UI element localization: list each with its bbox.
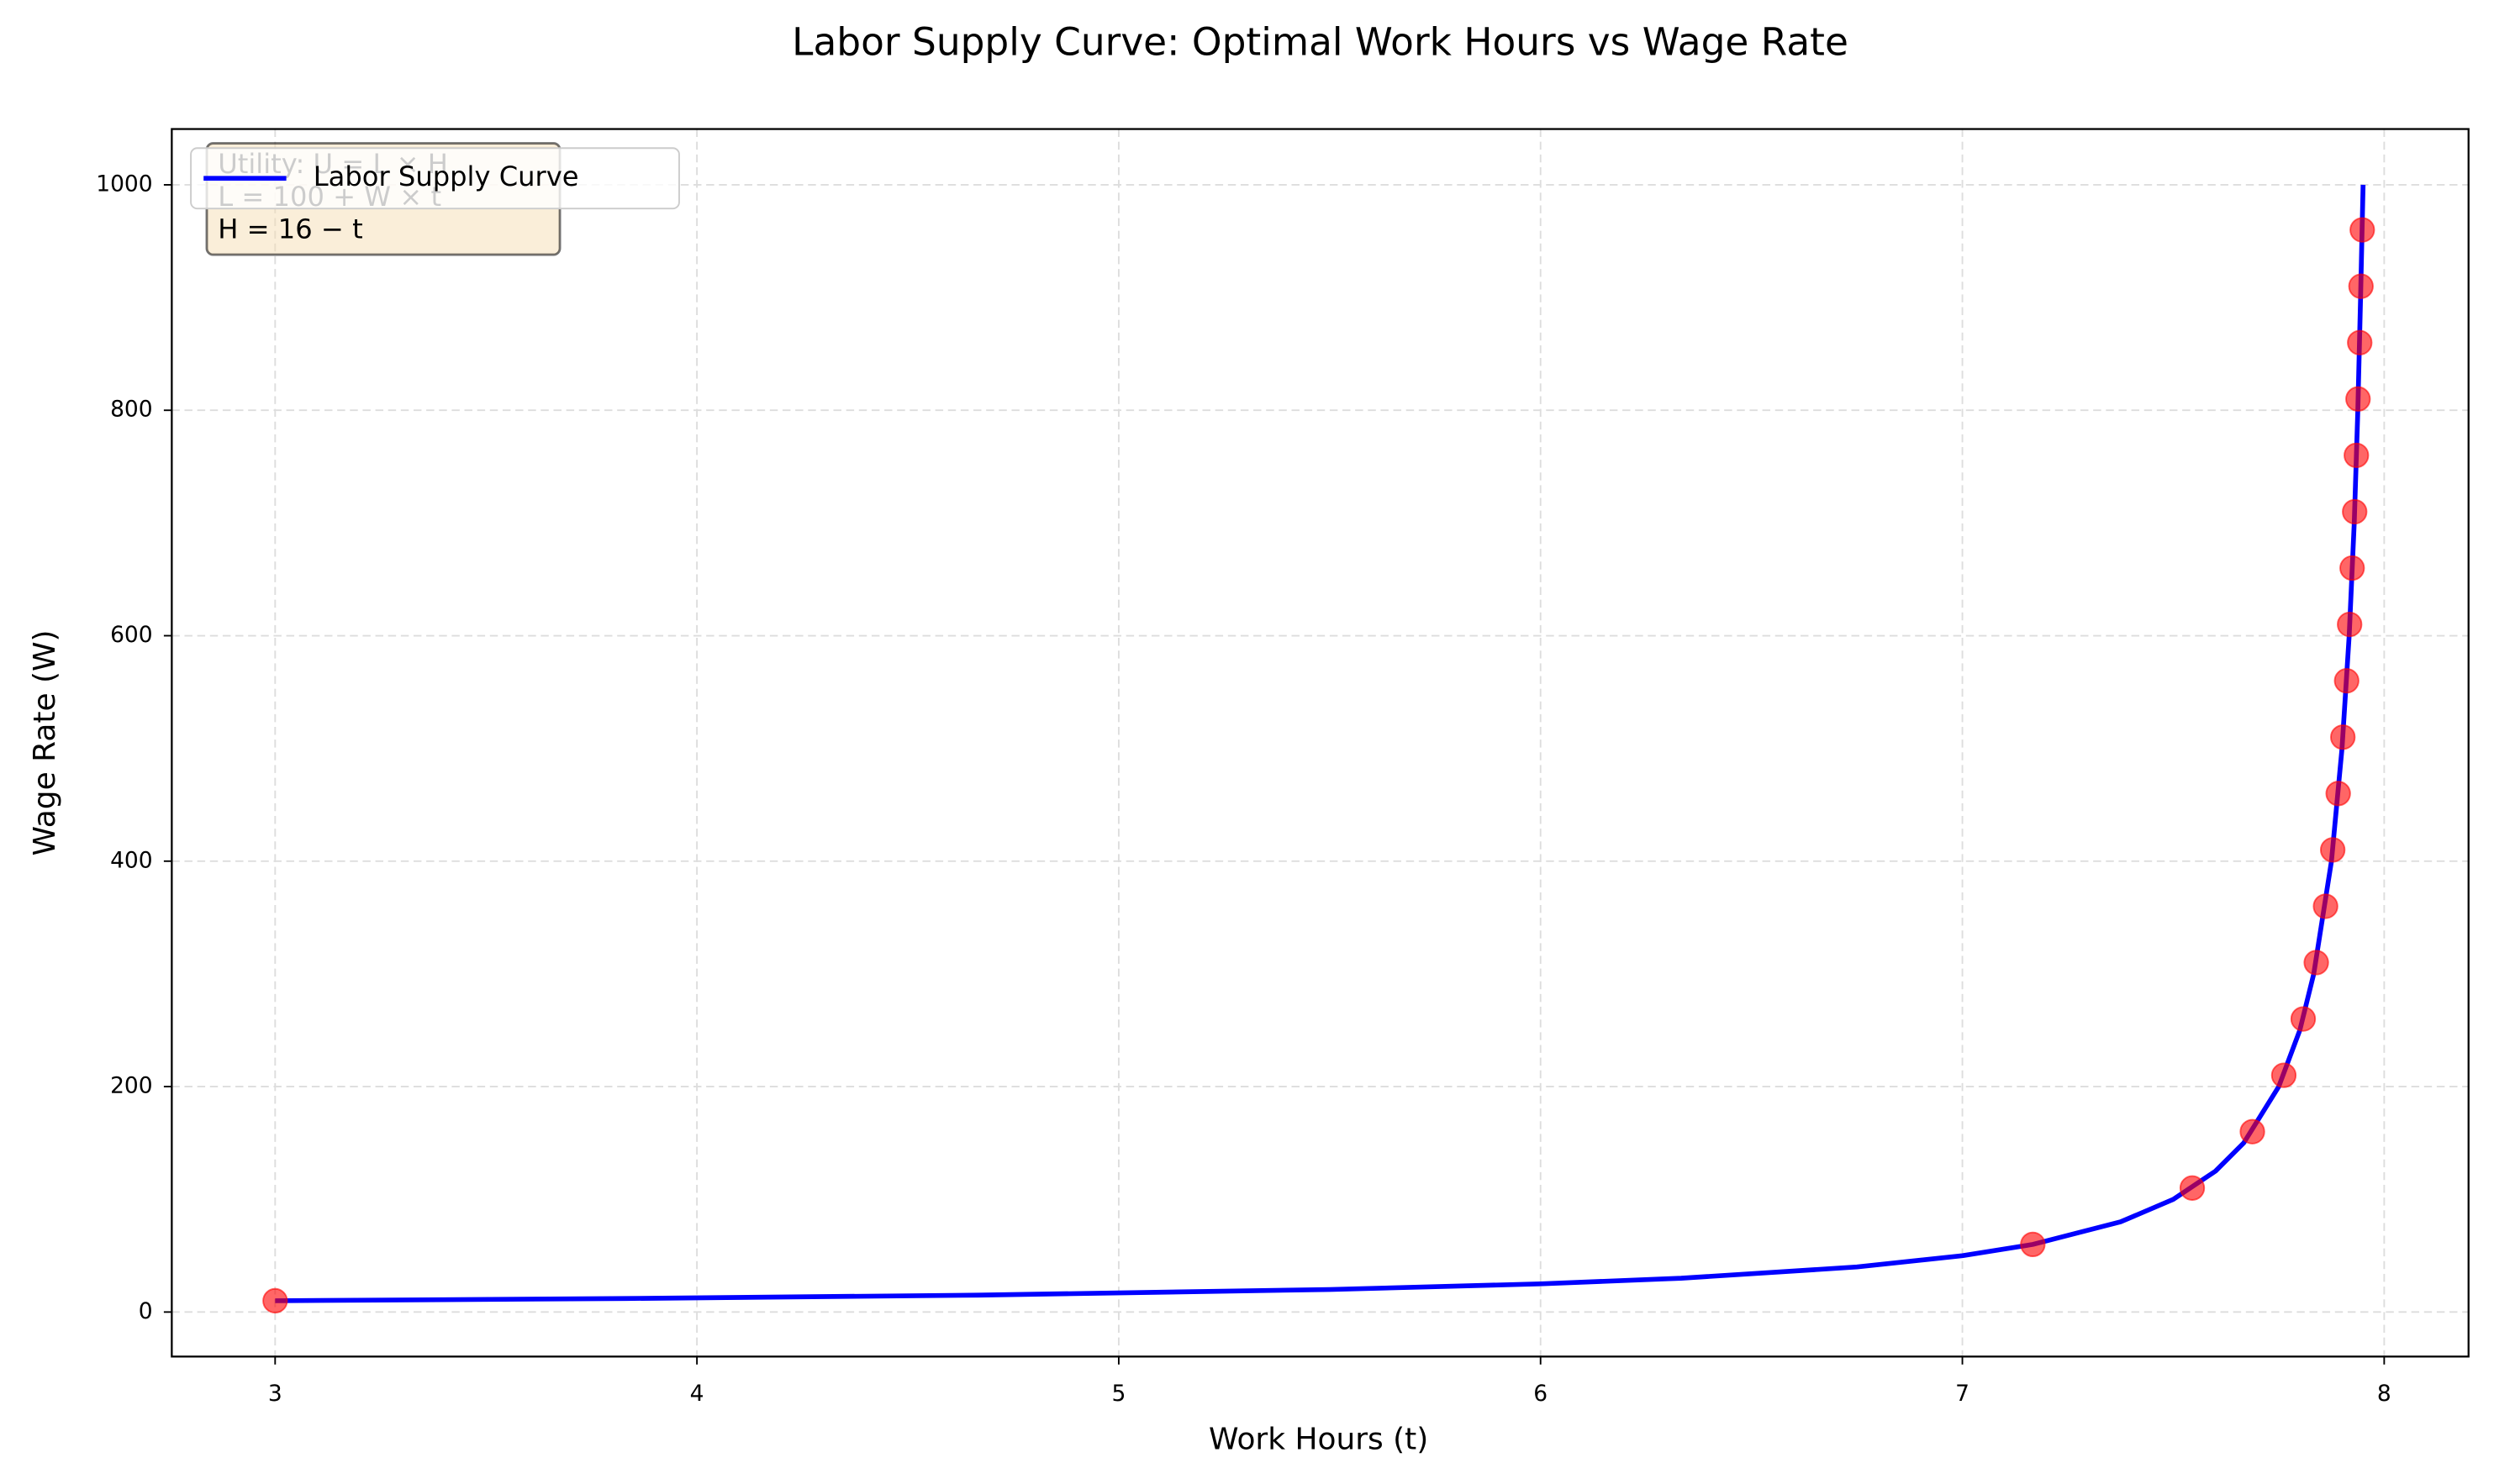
y-tick-label: 800: [110, 397, 153, 423]
data-point: [2320, 837, 2346, 863]
data-point: [2270, 1062, 2297, 1088]
x-tick-label: 5: [1111, 1381, 1126, 1407]
legend-label: Labor Supply Curve: [314, 161, 579, 192]
annotation-text: H = 16 − t: [218, 213, 362, 245]
data-point: [2345, 386, 2371, 412]
x-tick-label: 4: [690, 1381, 704, 1407]
data-point: [2348, 273, 2374, 299]
data-point: [2179, 1175, 2206, 1201]
legend-box: [190, 147, 680, 210]
data-point: [2330, 724, 2356, 750]
data-point: [2303, 950, 2329, 976]
data-point: [2333, 668, 2360, 694]
x-tick-label: 8: [2377, 1381, 2391, 1407]
data-point: [2325, 781, 2351, 807]
data-point: [2290, 1006, 2317, 1032]
data-point: [2344, 442, 2370, 469]
x-tick-label: 3: [268, 1381, 282, 1407]
data-point: [262, 1287, 288, 1314]
y-axis-label: Wage Rate (W): [28, 629, 62, 855]
overlay: Utility: U = L × HL = 100 + W × tH = 16 …: [190, 142, 680, 256]
axes-frame: [171, 128, 2470, 1358]
y-tick-label: 400: [110, 847, 153, 873]
data-point: [2339, 555, 2365, 581]
chart-title: Labor Supply Curve: Optimal Work Hours v…: [792, 20, 1848, 65]
x-tick-label: 6: [1533, 1381, 1548, 1407]
x-axis-label: Work Hours (t): [1209, 1423, 1428, 1457]
data-point: [2342, 498, 2368, 525]
y-tick-label: 1000: [96, 171, 152, 197]
data-point: [2239, 1118, 2265, 1145]
data-point: [2337, 611, 2363, 638]
grid: [171, 129, 2469, 1357]
data-point: [2349, 217, 2375, 243]
x-tick-label: 7: [1955, 1381, 1969, 1407]
line-series: [275, 184, 2366, 1303]
data-point: [2020, 1231, 2046, 1258]
ticks: 3 4 5 6 7 8 0 200 400 600 800 1000: [96, 171, 2391, 1407]
y-tick-label: 200: [110, 1073, 153, 1099]
y-tick-label: 600: [110, 622, 153, 648]
y-tick-label: 0: [139, 1298, 153, 1324]
data-point: [2347, 329, 2373, 355]
plot-area: [262, 184, 2375, 1314]
data-point: [2312, 893, 2338, 919]
